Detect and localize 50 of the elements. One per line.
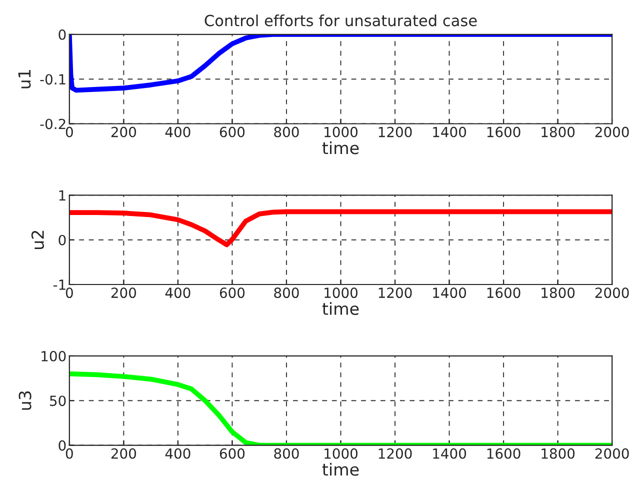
y-tick-label: -0.2 (40, 118, 66, 130)
x-tick-label: 1200 (378, 126, 412, 138)
line-series (69, 209, 612, 248)
x-axis-title: time (322, 141, 359, 154)
x-tick-label: 1000 (324, 288, 358, 298)
y-axis-title: u3 (18, 391, 32, 410)
y-tick-label: 1 (59, 190, 66, 200)
x-tick-label: 1800 (542, 448, 575, 459)
y-tick-label: 100 (42, 350, 66, 362)
x-tick-label: 800 (274, 448, 299, 459)
x-tick-label: 2000 (595, 126, 629, 138)
y-axis-title: u1 (18, 70, 31, 88)
x-tick-label: 600 (220, 288, 245, 298)
x-tick-label: 0 (66, 288, 73, 298)
y-tick-label: -0.1 (40, 74, 66, 85)
x-tick-label: 0 (66, 448, 73, 459)
x-tick-label: 1200 (378, 288, 412, 298)
x-tick-label: 200 (111, 448, 136, 459)
x-tick-label: 1400 (433, 448, 466, 459)
x-tick-label: 2000 (595, 448, 629, 459)
x-tick-label: 1000 (324, 126, 358, 138)
x-tick-label: 400 (165, 288, 190, 298)
y-tick-label: 0 (58, 234, 66, 246)
x-tick-label: 200 (111, 288, 136, 298)
x-tick-label: 600 (220, 448, 245, 459)
x-tick-label: 400 (165, 126, 190, 138)
x-tick-label: 800 (274, 126, 299, 138)
x-tick-label: 800 (274, 288, 299, 298)
x-tick-label: 1400 (433, 288, 466, 298)
y-tick-label: -1 (53, 280, 66, 290)
x-tick-label: 1800 (542, 288, 575, 298)
x-tick-label: 600 (220, 126, 245, 138)
x-tick-label: 1200 (378, 448, 412, 459)
x-tick-label: 400 (165, 448, 190, 459)
x-tick-label: 1600 (487, 448, 520, 459)
x-tick-label: 1600 (487, 126, 520, 138)
y-tick-label: 50 (50, 396, 66, 406)
x-tick-label: 1400 (433, 126, 466, 138)
x-tick-label: 1000 (324, 448, 358, 459)
x-tick-label: 1800 (542, 126, 575, 138)
x-tick-label: 1600 (487, 288, 520, 298)
x-tick-label: 200 (111, 126, 136, 138)
x-tick-label: 0 (66, 126, 73, 138)
x-tick-label: 2000 (595, 288, 629, 298)
x-axis-title: time (322, 462, 359, 476)
x-axis-title: time (322, 302, 359, 316)
y-axis-title: u2 (31, 230, 44, 250)
chart-title: Control efforts for unsaturated case (204, 14, 477, 26)
y-tick-label: 0 (58, 29, 66, 40)
y-tick-label: 0 (58, 440, 66, 451)
